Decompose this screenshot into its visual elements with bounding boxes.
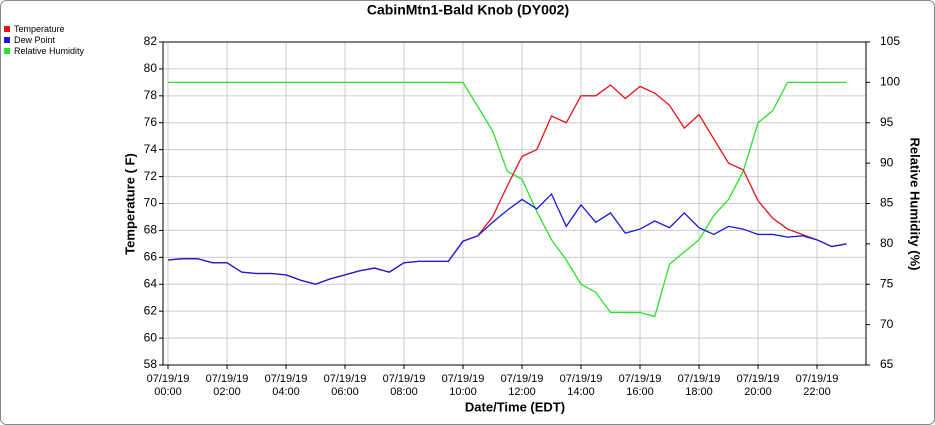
y2-tick-label: 100 [880,75,900,89]
y-tick-label: 80 [144,61,158,75]
x-tick-label: 07/19/19 20:00 [736,373,780,398]
y-tick-label: 72 [144,169,158,183]
y-tick-label: 82 [144,34,158,48]
y2-tick-label: 85 [880,196,894,210]
y-tick-label: 62 [144,303,158,317]
y-tick-label: 64 [144,276,158,290]
x-axis-title: Date/Time (EDT) [465,399,565,414]
x-tick-label: 07/19/19 04:00 [264,373,308,398]
legend-label: Temperature [14,24,65,34]
y2-tick-label: 105 [880,34,900,48]
y2-axis-title: Relative Humidity (%) [908,138,923,271]
x-tick-label: 07/19/19 16:00 [618,373,662,398]
plot-border [162,41,867,366]
y-tick-label: 60 [144,330,158,344]
x-tick-label: 07/19/19 14:00 [559,373,603,398]
x-tick-label: 07/19/19 12:00 [500,373,544,398]
y-axis-title: Temperature ( F) [122,153,137,255]
y-tick-label: 76 [144,115,158,129]
series-line [167,192,847,285]
legend-entry: Relative Humidity [4,46,84,56]
y-tick-label: 70 [144,196,158,210]
series-line [168,81,847,318]
y-tick-label: 78 [144,88,158,102]
legend-label: Dew Point [14,35,56,45]
legend-entry: Temperature [4,24,65,34]
x-tick-label: 07/19/19 00:00 [146,373,190,398]
y2-tick-label: 95 [880,115,894,129]
x-tick-label: 07/19/19 02:00 [205,373,249,398]
x-tick-label: 07/19/19 08:00 [382,373,426,398]
y2-tick-label: 75 [880,276,894,290]
y-tick-label: 66 [144,250,158,264]
x-tick-label: 07/19/19 06:00 [323,373,367,398]
legend-label: Relative Humidity [14,46,85,56]
legend-swatch [4,37,10,43]
legend-swatch [4,48,10,54]
y2-tick-label: 70 [880,317,894,331]
x-tick-label: 07/19/19 10:00 [441,373,485,398]
y-tick-label: 68 [144,223,158,237]
legend-swatch [4,26,10,32]
y2-tick-label: 65 [880,357,894,371]
y2-tick-label: 90 [880,155,894,169]
y2-tick-label: 80 [880,236,894,250]
y-tick-label: 58 [144,357,158,371]
x-tick-label: 07/19/19 22:00 [795,373,839,398]
y-tick-label: 74 [144,142,158,156]
chart-title: CabinMtn1-Bald Knob (DY002) [367,2,569,18]
legend-entry: Dew Point [4,35,55,45]
x-tick-label: 07/19/19 18:00 [677,373,721,398]
